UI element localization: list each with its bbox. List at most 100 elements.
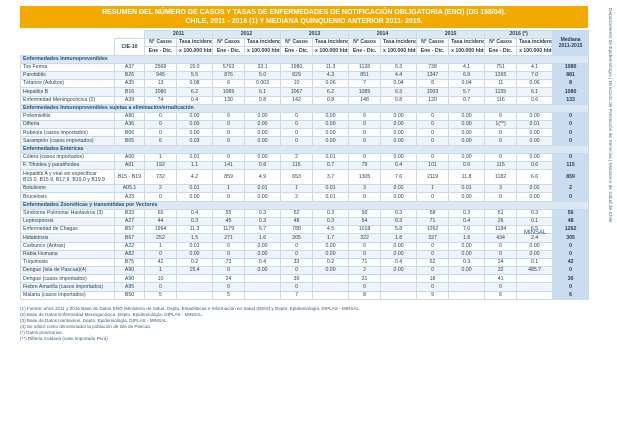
cases-cell: 142 bbox=[280, 95, 314, 105]
cie-code: A39 bbox=[114, 95, 145, 105]
cases-cell: 2568 bbox=[144, 62, 177, 72]
cases-cell: 18 bbox=[416, 274, 450, 284]
cases-cell: 101 bbox=[416, 160, 450, 171]
cie-code: A27 bbox=[114, 216, 145, 227]
cases-cell: 0 bbox=[416, 128, 450, 138]
cases-cell: 1 bbox=[416, 184, 450, 194]
cases-cell: 79 bbox=[348, 160, 382, 171]
tasa-header: Tasa incidencia bbox=[516, 38, 554, 48]
median-cell: 0 bbox=[552, 136, 590, 146]
rate-cell: 0.00 bbox=[175, 111, 214, 122]
rate-cell: 15.0 bbox=[175, 62, 214, 72]
sub-header-row: Ene - Dic. x 100.000 hbtes. Ene - Dic. x… bbox=[21, 46, 589, 56]
cases-cell: 859 bbox=[212, 169, 246, 186]
cases-cell: 1155 bbox=[484, 87, 518, 97]
footnote: (*) Datos provisorios. bbox=[20, 329, 63, 335]
table-row: Carbunco (Antrax) A22 1 0.01 0 0.00 0 0.00 0 0.00… bbox=[20, 241, 590, 251]
cases-cell: 252 bbox=[144, 233, 177, 243]
table-row: Rubéola (casos importados) B06 0 0.00 0 0.00 0… bbox=[20, 128, 590, 138]
rate-cell: 0.00 bbox=[516, 152, 554, 163]
cases-cell: 192 bbox=[144, 160, 177, 171]
casos-header: N° Casos bbox=[348, 38, 382, 48]
rate-cell: 7.6 bbox=[380, 169, 418, 186]
rate-cell bbox=[312, 290, 350, 300]
footnote: (2) Base de Datos Enfermedad Meningocóci… bbox=[20, 311, 204, 317]
rate-cell: 1.6 bbox=[244, 233, 282, 243]
rate-cell: 4.2 bbox=[175, 169, 214, 186]
section-label: Enfermedades Inmunoprevenibles bbox=[19, 54, 590, 64]
rate-cell: 6.3 bbox=[380, 87, 418, 97]
cases-cell: 24 bbox=[484, 257, 518, 268]
cases-cell: 0 bbox=[416, 111, 450, 122]
eno-table: 2011 2012 2013 2014 2015 2016 (*) Median… bbox=[19, 29, 590, 300]
cases-cell: 434 bbox=[484, 233, 518, 243]
cases-cell: 0 bbox=[212, 136, 246, 146]
table-row: Dengue (casos importados) A90 10 24 39 31 18 41… bbox=[20, 274, 590, 284]
rate-cell bbox=[244, 282, 282, 292]
cases-cell: 1184 bbox=[484, 225, 518, 235]
median-cell: 8 bbox=[552, 79, 590, 89]
rate-cell: 0.1 bbox=[516, 257, 554, 268]
cases-cell: 116 bbox=[484, 95, 518, 105]
cases-cell: 6 bbox=[212, 79, 246, 89]
cases-cell: 945 bbox=[144, 70, 177, 81]
footnote: (1) Fuente: años 2011 y 2016 Base de Dat… bbox=[20, 305, 361, 311]
rate-cell: 0.3 bbox=[516, 208, 554, 218]
year-2013: 2013 bbox=[280, 29, 350, 40]
casos-header: N° Casos bbox=[280, 38, 314, 48]
rate-cell: 0.3 bbox=[380, 208, 418, 218]
table-row: Triquinosis B75 42 0.2 73 0.4 33 0.2 71 0.4 62 0.3 2… bbox=[20, 257, 590, 268]
cases-cell: 1262 bbox=[416, 225, 450, 235]
cases-cell: 1994 bbox=[144, 225, 177, 235]
rate-cell: 0.3 bbox=[380, 216, 418, 227]
cases-cell: 1089 bbox=[348, 87, 382, 97]
rate-cell: 0.00 bbox=[312, 128, 350, 138]
cases-cell: 10 bbox=[280, 79, 314, 89]
cases-cell: 7 bbox=[280, 290, 314, 300]
table-row: Enfermedad Meningocócica (2) A39 74 0.4 130 0… bbox=[20, 95, 590, 105]
rate-cell bbox=[516, 282, 554, 292]
rate-cell: 0.4 bbox=[380, 160, 418, 171]
cases-cell: 0 bbox=[484, 136, 518, 146]
median-cell: 0 bbox=[552, 128, 590, 138]
disease-name: Dengue (casos importados) bbox=[20, 274, 115, 284]
rate-cell: 15.4 bbox=[175, 266, 214, 276]
cie-code: A23 bbox=[114, 192, 145, 202]
median-cell: 48 bbox=[552, 216, 590, 227]
rate-cell: 0.08 bbox=[175, 79, 214, 89]
rate-cell: 0.00 bbox=[244, 192, 282, 202]
cases-cell: 0 bbox=[348, 128, 382, 138]
rate-cell: 0.3 bbox=[175, 216, 214, 227]
rate-cell: 0.06 bbox=[312, 79, 350, 89]
rate-cell bbox=[380, 274, 418, 284]
section-row: Enfermedades Entéricas bbox=[19, 144, 590, 154]
cases-cell: 0 bbox=[212, 192, 246, 202]
rate-cell bbox=[380, 282, 418, 292]
cases-cell: 0 bbox=[348, 249, 382, 259]
cases-cell: 1 bbox=[280, 184, 314, 194]
casos-subheader: Ene - Dic. bbox=[416, 46, 450, 56]
cases-cell: 0 bbox=[416, 152, 450, 163]
disease-name: Fiebre Amarilla (casos importados) bbox=[20, 282, 115, 292]
cases-cell: 0 bbox=[212, 282, 246, 292]
table-row: Tos Ferina A37 2568 15.0 5763 33.1 1980 11.3 112… bbox=[20, 62, 590, 72]
rate-cell: 0.01 bbox=[312, 152, 350, 163]
cie-code: A01 bbox=[114, 160, 145, 171]
rate-cell: 0.00 bbox=[380, 120, 418, 130]
cases-cell: 3 bbox=[348, 184, 382, 194]
title-line-1: RESUMEN DEL NÚMERO DE CASOS Y TASAS DE E… bbox=[102, 9, 506, 16]
ministry-logo: MINSAL bbox=[524, 230, 547, 236]
rate-cell: 0.00 bbox=[244, 120, 282, 130]
cases-cell: 24 bbox=[212, 274, 246, 284]
table-row: Leptospirosis A27 44 0.3 45 0.3 48 0.3 54 0.3 71 0.… bbox=[20, 216, 590, 227]
cases-cell: 0 bbox=[348, 241, 382, 251]
rate-cell: 0.00 bbox=[380, 128, 418, 138]
rate-cell: 0.00 bbox=[380, 249, 418, 259]
rate-cell: 0.01 bbox=[175, 152, 214, 163]
rate-cell bbox=[312, 282, 350, 292]
cases-cell: 271 bbox=[212, 233, 246, 243]
tasa-subheader: x 100.000 hbtes. bbox=[312, 46, 350, 56]
cases-cell: 48 bbox=[280, 216, 314, 227]
rate-cell: 1.8 bbox=[380, 233, 418, 243]
rate-cell: 0.00 bbox=[516, 192, 554, 202]
